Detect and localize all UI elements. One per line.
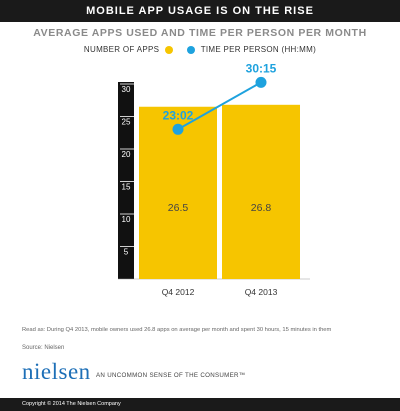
- bar-q4-2013: [222, 104, 300, 279]
- y-axis-bar: [118, 82, 134, 279]
- x-tick-label: Q4 2012: [162, 287, 195, 297]
- legend-item-time: TIME PER PERSON (HH:MM): [187, 45, 316, 54]
- bar-value-label: 26.8: [251, 202, 272, 214]
- time-series-line: [177, 81, 262, 131]
- x-axis: Q4 2012 Q4 2013: [162, 287, 278, 297]
- source-note: Source: Nielsen: [22, 345, 65, 351]
- bar-value-label: 26.5: [168, 202, 189, 214]
- x-tick-label: Q4 2013: [245, 287, 278, 297]
- y-tick-label: 30: [122, 85, 131, 94]
- chart-subtitle: AVERAGE APPS USED AND TIME PER PERSON PE…: [33, 27, 367, 39]
- y-tick-label: 15: [122, 183, 131, 192]
- time-point: [255, 76, 267, 88]
- copyright-footer: Copyright © 2014 The Nielsen Company: [0, 398, 400, 411]
- legend: NUMBER OF APPS TIME PER PERSON (HH:MM): [0, 45, 400, 54]
- time-line: [172, 76, 267, 135]
- time-value-label: 23:02: [163, 108, 194, 122]
- legend-time-label: TIME PER PERSON (HH:MM): [200, 45, 317, 54]
- bars: [139, 104, 300, 279]
- legend-apps-label: NUMBER OF APPS: [83, 45, 160, 54]
- time-point: [172, 123, 184, 135]
- legend-item-apps: NUMBER OF APPS: [84, 45, 173, 54]
- read-as-note: Read as: During Q4 2013, mobile owners u…: [22, 327, 332, 333]
- legend-apps-swatch: [164, 45, 173, 54]
- bar-q4-2012: [139, 106, 217, 279]
- time-value-label: 30:15: [246, 61, 277, 75]
- y-tick-label: 10: [122, 215, 131, 224]
- y-tick-label: 5: [124, 248, 129, 257]
- legend-time-swatch: [187, 45, 196, 54]
- banner-title: MOBILE APP USAGE IS ON THE RISE: [0, 0, 400, 22]
- data-labels: 26.5 26.8 23:02 30:15: [163, 61, 277, 213]
- y-tick-label: 25: [122, 118, 131, 127]
- nielsen-logo: nielsen: [22, 359, 91, 384]
- brand-tagline: AN UNCOMMON SENSE OF THE CONSUMER™: [96, 372, 246, 379]
- y-tick-label: 20: [122, 150, 131, 159]
